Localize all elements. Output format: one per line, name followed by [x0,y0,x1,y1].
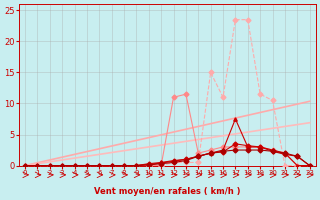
X-axis label: Vent moyen/en rafales ( km/h ): Vent moyen/en rafales ( km/h ) [94,187,241,196]
